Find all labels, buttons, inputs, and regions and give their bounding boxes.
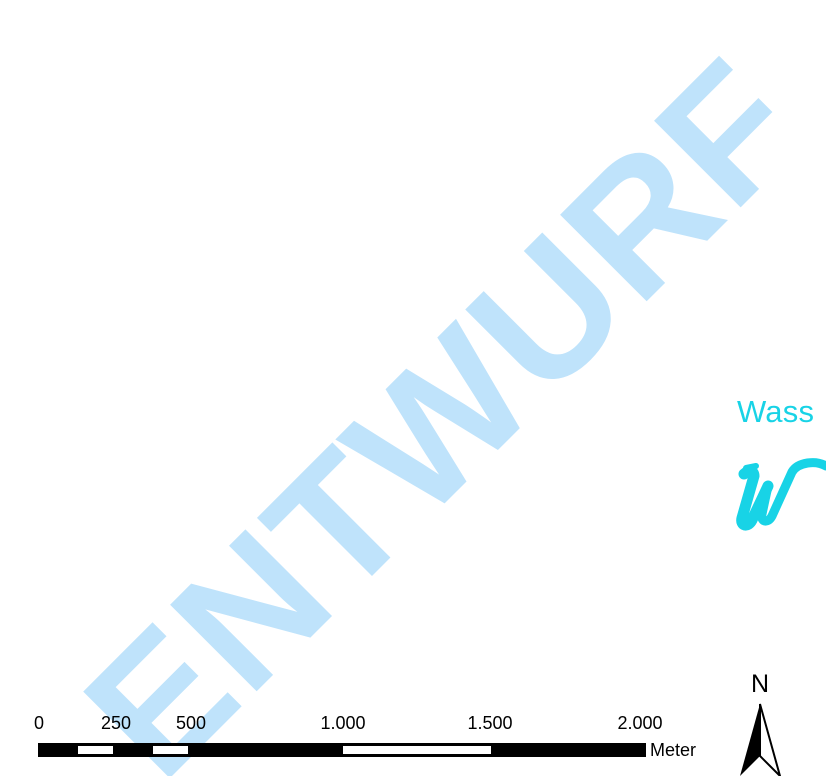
- north-arrow-left-half: [740, 704, 760, 776]
- w-brush-logo-icon: [736, 458, 826, 531]
- north-arrow-icon: N: [740, 670, 782, 776]
- scale-bar-empty-segment: [78, 746, 113, 754]
- brand-title: Wass: [737, 394, 815, 429]
- scale-bar-empty-segment: [343, 746, 491, 754]
- scale-bar-empty-segment: [153, 746, 188, 754]
- scale-tick-label: 250: [100, 713, 132, 733]
- scale-tick-label: 500: [175, 713, 207, 733]
- north-label: N: [751, 670, 769, 698]
- scale-tick-label: 0: [33, 713, 45, 733]
- scale-tick-label: 1.500: [467, 713, 513, 733]
- scale-bar-frame: [38, 743, 646, 757]
- north-arrow-right-half: [759, 703, 782, 776]
- scale-tick-label: 2.000: [617, 713, 663, 733]
- scale-tick-label: 1.000: [320, 713, 366, 733]
- scale-unit-label: Meter: [650, 740, 697, 760]
